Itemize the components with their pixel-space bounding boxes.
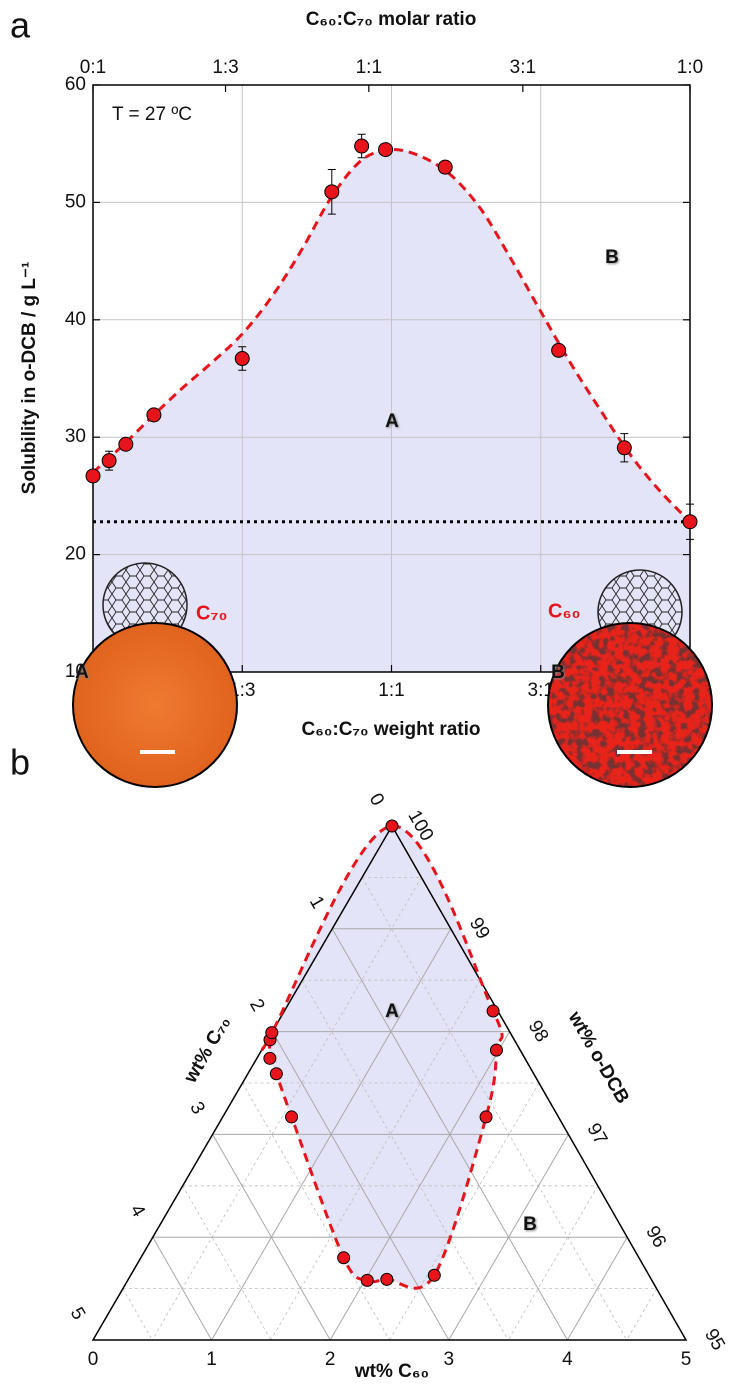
x2-tick-label: 0:1 bbox=[80, 57, 106, 78]
y-tick-label: 0 bbox=[365, 790, 388, 810]
axis-title: C₆₀:C₇₀ molar ratio bbox=[306, 9, 477, 30]
x2-tick-label: 1:3 bbox=[212, 57, 238, 78]
data-point bbox=[428, 1269, 440, 1281]
annotation: B bbox=[605, 247, 619, 268]
data-point bbox=[386, 820, 398, 832]
data-point bbox=[381, 1273, 393, 1285]
y2-tick-label: 95 bbox=[700, 1325, 729, 1354]
data-point bbox=[355, 139, 369, 153]
annotation: A bbox=[385, 411, 399, 432]
annotation: C₇₀ bbox=[196, 602, 227, 624]
inset-label: B bbox=[551, 662, 565, 683]
y-axis-label: wt% C₇₀ bbox=[180, 1013, 235, 1088]
y-tick-label: 1 bbox=[305, 893, 328, 913]
y2-tick-label: 98 bbox=[524, 1017, 553, 1046]
minor-grid-line bbox=[183, 1186, 271, 1340]
x2-tick-label: 1:0 bbox=[677, 57, 703, 78]
x-axis-label: wt% C₆₀ bbox=[354, 1361, 429, 1382]
y-axis-label: Solubility in o-DCB / g L⁻¹ bbox=[19, 262, 40, 495]
x2-tick-label: 1:1 bbox=[356, 57, 382, 78]
data-point bbox=[683, 515, 697, 529]
data-point bbox=[119, 437, 133, 451]
x-tick-label: 0 bbox=[88, 1349, 99, 1370]
inset-label: A bbox=[75, 662, 89, 683]
x-tick-label: 5 bbox=[681, 1349, 692, 1370]
x2-tick-label: 3:1 bbox=[510, 57, 536, 78]
data-point bbox=[480, 1111, 492, 1123]
annotation: C₆₀ bbox=[548, 600, 581, 622]
x-tick-label: 1:1 bbox=[378, 680, 404, 701]
data-point bbox=[270, 1068, 282, 1080]
y-tick-label: 20 bbox=[65, 544, 86, 565]
y-tick-label: 50 bbox=[65, 191, 86, 212]
region-fill bbox=[262, 826, 502, 1288]
data-point bbox=[438, 160, 452, 174]
panel-label: b bbox=[10, 742, 30, 783]
x-tick-label: 2 bbox=[325, 1349, 336, 1370]
y-tick-label: 5 bbox=[66, 1304, 89, 1324]
y-tick-label: 30 bbox=[65, 426, 86, 447]
data-point bbox=[338, 1252, 350, 1264]
region-label: A bbox=[385, 1001, 399, 1022]
micrograph-a bbox=[73, 623, 237, 787]
data-point bbox=[102, 454, 116, 468]
data-point bbox=[264, 1052, 276, 1064]
panel-label: a bbox=[10, 5, 31, 46]
y2-tick-label: 97 bbox=[582, 1120, 611, 1149]
y2-tick-label: 99 bbox=[465, 914, 494, 943]
data-point bbox=[325, 185, 339, 199]
annotation: T = 27 ºC bbox=[112, 104, 192, 125]
data-point bbox=[490, 1044, 502, 1056]
data-point bbox=[487, 1005, 499, 1017]
x-tick-label: 4 bbox=[562, 1349, 573, 1370]
minor-grid-line bbox=[627, 1289, 657, 1340]
minor-grid-line bbox=[508, 1186, 598, 1340]
y-tick-label: 2 bbox=[245, 996, 268, 1016]
data-point bbox=[147, 408, 161, 422]
y-tick-label: 3 bbox=[185, 1098, 208, 1118]
minor-grid-line bbox=[123, 1289, 152, 1340]
region-label: B bbox=[523, 1214, 537, 1235]
figure: a b 1020304050600:11:31:13:11:00:11:31:1… bbox=[0, 0, 729, 1385]
data-point bbox=[235, 352, 249, 366]
x-axis-label: C₆₀:C₇₀ weight ratio bbox=[301, 719, 480, 740]
data-point bbox=[552, 343, 566, 357]
data-point bbox=[286, 1111, 298, 1123]
y-tick-label: 40 bbox=[65, 309, 86, 330]
data-point bbox=[86, 469, 100, 483]
data-point bbox=[617, 441, 631, 455]
x-tick-label: 3 bbox=[444, 1349, 455, 1370]
data-point bbox=[266, 1027, 278, 1039]
y2-tick-label: 96 bbox=[641, 1223, 670, 1252]
y-tick-label: 4 bbox=[125, 1201, 149, 1221]
x-tick-label: 1 bbox=[206, 1349, 217, 1370]
data-point bbox=[361, 1274, 373, 1286]
y2-axis-label: wt% o-DCB bbox=[563, 1007, 633, 1107]
data-point bbox=[379, 143, 393, 157]
